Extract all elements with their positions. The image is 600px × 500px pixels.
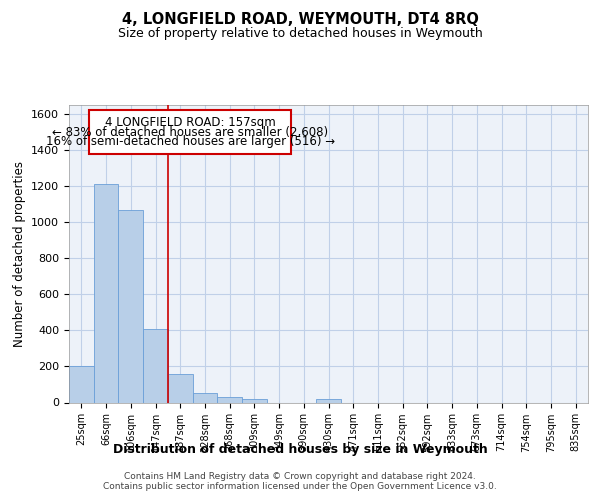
Text: Size of property relative to detached houses in Weymouth: Size of property relative to detached ho… xyxy=(118,28,482,40)
Text: Distribution of detached houses by size in Weymouth: Distribution of detached houses by size … xyxy=(113,442,487,456)
Text: 4 LONGFIELD ROAD: 157sqm: 4 LONGFIELD ROAD: 157sqm xyxy=(105,116,275,129)
Bar xyxy=(193,392,217,402)
Bar xyxy=(217,398,242,402)
Text: 4, LONGFIELD ROAD, WEYMOUTH, DT4 8RQ: 4, LONGFIELD ROAD, WEYMOUTH, DT4 8RQ xyxy=(122,12,478,28)
Bar xyxy=(242,399,267,402)
Bar xyxy=(118,210,143,402)
Text: ← 83% of detached houses are smaller (2,608): ← 83% of detached houses are smaller (2,… xyxy=(52,126,328,138)
Bar xyxy=(168,374,193,402)
Text: Contains HM Land Registry data © Crown copyright and database right 2024.
Contai: Contains HM Land Registry data © Crown c… xyxy=(103,472,497,491)
Text: 16% of semi-detached houses are larger (516) →: 16% of semi-detached houses are larger (… xyxy=(46,134,335,148)
Bar xyxy=(143,328,168,402)
Bar xyxy=(316,399,341,402)
Bar xyxy=(94,184,118,402)
Bar xyxy=(89,110,292,154)
Bar xyxy=(69,366,94,403)
Y-axis label: Number of detached properties: Number of detached properties xyxy=(13,161,26,347)
